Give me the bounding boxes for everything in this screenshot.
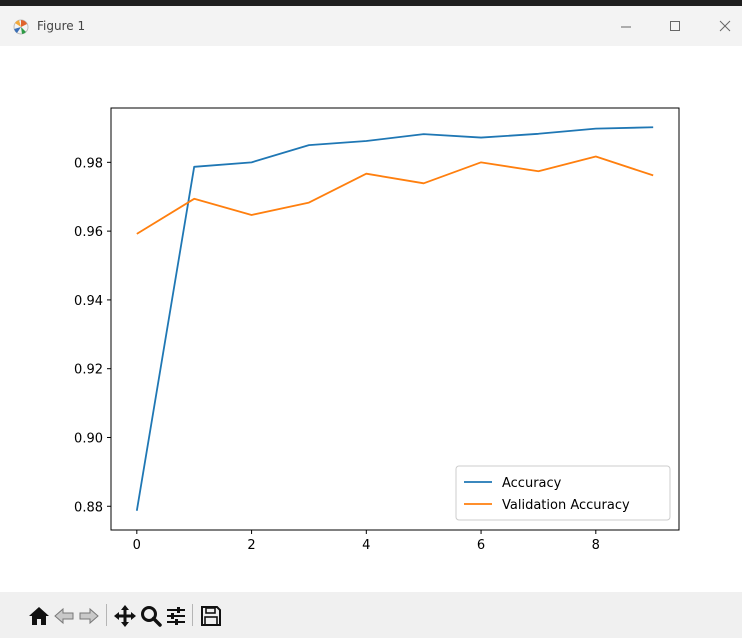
- legend-box: [455, 465, 671, 521]
- maximize-button[interactable]: [661, 15, 689, 37]
- window-top-border: [0, 0, 742, 6]
- configure-subplots-button[interactable]: [164, 604, 188, 628]
- x-tick-label: 2: [247, 538, 255, 553]
- line-chart: 0 2 4 6 8 0.88 0.90 0.92 0.94 0.96 0.98 Accuracy V…: [74, 107, 680, 553]
- x-tick-label: 8: [592, 538, 600, 553]
- x-tick-label: 6: [477, 538, 485, 553]
- y-tick-label: 0.90: [74, 431, 103, 446]
- zoom-icon: [141, 606, 162, 627]
- series-line-0: [135, 126, 654, 511]
- back-arrow-icon: [54, 607, 74, 625]
- configure-subplots-icon: [167, 607, 185, 625]
- home-button[interactable]: [27, 604, 51, 628]
- window-title: Figure 1: [37, 19, 86, 33]
- pan-icon: [114, 605, 136, 627]
- back-button[interactable]: [52, 604, 76, 628]
- matplotlib-logo-icon: [13, 19, 29, 35]
- title-bar: Figure 1: [0, 6, 742, 46]
- y-tick-label: 0.94: [74, 294, 103, 309]
- close-button[interactable]: [711, 15, 739, 37]
- figure-canvas[interactable]: 0 2 4 6 8 0.88 0.90 0.92 0.94 0.96 0.98 Accuracy V…: [0, 46, 742, 592]
- minimize-button[interactable]: [612, 15, 640, 37]
- save-icon: [201, 606, 221, 626]
- axes-frame: [110, 107, 680, 531]
- series-line-1: [136, 155, 654, 235]
- minimize-icon: [621, 26, 631, 28]
- navigation-toolbar: [0, 592, 742, 638]
- x-tick-label: 0: [133, 538, 141, 553]
- x-tick-label: 4: [362, 538, 370, 553]
- y-tick-label: 0.92: [74, 363, 103, 378]
- forward-arrow-icon: [79, 607, 99, 625]
- y-tick-label: 0.96: [74, 225, 103, 240]
- pan-button[interactable]: [113, 604, 137, 628]
- legend-label: Validation Accuracy: [502, 498, 630, 513]
- toolbar-separator: [192, 604, 193, 626]
- forward-button[interactable]: [77, 604, 101, 628]
- y-tick-label: 0.98: [74, 156, 103, 171]
- legend: Accuracy Validation Accuracy: [455, 465, 671, 521]
- toolbar-separator: [106, 604, 107, 626]
- y-tick-label: 0.88: [74, 500, 103, 515]
- home-icon: [29, 607, 49, 625]
- maximize-icon: [670, 21, 680, 31]
- close-icon: [719, 20, 731, 32]
- zoom-button[interactable]: [139, 604, 163, 628]
- legend-label: Accuracy: [502, 476, 562, 491]
- save-button[interactable]: [199, 604, 223, 628]
